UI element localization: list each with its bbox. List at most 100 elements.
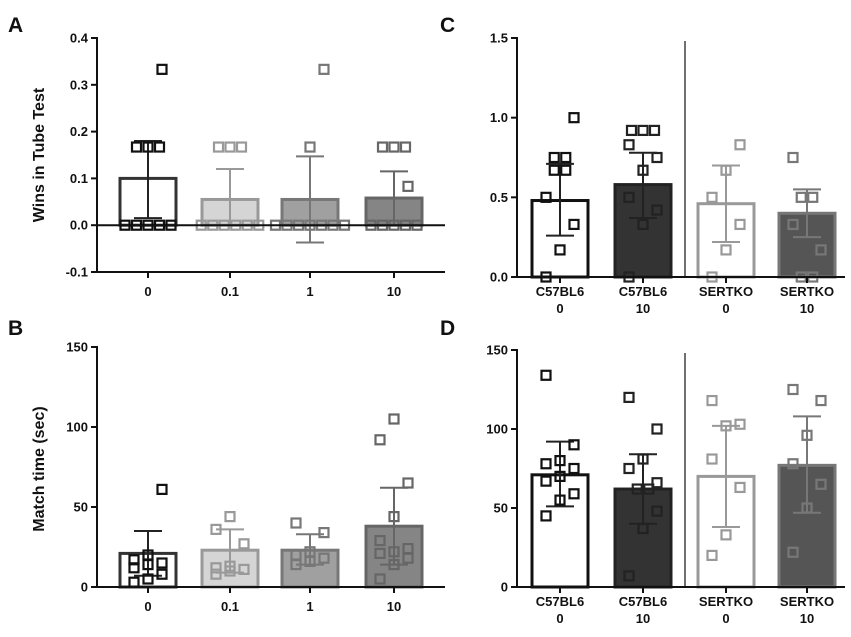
panel-d-data-point <box>815 394 827 407</box>
panel-b-data-point <box>290 549 302 561</box>
panel-d-data-point <box>706 453 718 465</box>
panel-b-data-point <box>142 549 154 561</box>
panel-c-xtick-sublabel: 0 <box>722 301 729 316</box>
panel-d-data-point <box>787 546 799 558</box>
panel-b-data-point <box>388 413 400 425</box>
panel-b-ytick-label: 100 <box>66 420 88 435</box>
panel-b-data-point <box>156 483 168 495</box>
panel-c-ytick-label: 0.5 <box>490 190 508 205</box>
panel-b-data-point <box>374 434 386 446</box>
panel-c-data-point <box>706 191 718 203</box>
panel-d-data-point <box>623 391 635 403</box>
panel-d-data-point <box>815 478 827 490</box>
panel-a-data-point <box>156 63 168 75</box>
panel-d-data-point <box>568 462 580 475</box>
panel-b-data-point <box>318 552 330 564</box>
panel-d-xtick-sublabel: 0 <box>556 611 563 626</box>
panel-c: C 0.0 0.5 1.0 1.5 C57BL6 0 C57BL6 10 SERTKO 0 SERT… <box>440 14 845 316</box>
panel-b-data-point <box>402 477 414 489</box>
panel-c-letter: C <box>440 14 455 37</box>
panel-d-xtick-label: SERTKO <box>699 594 753 609</box>
panel-c-data-point <box>625 124 638 137</box>
panel-d-data-point <box>568 439 580 451</box>
panel-b-data-point <box>210 562 222 574</box>
panel-d-data-point <box>706 394 718 407</box>
panel-b-data-point <box>290 517 302 529</box>
panel-d-xtick-label: C57BL6 <box>619 594 667 609</box>
panel-d-xtick-sublabel: 0 <box>722 611 729 626</box>
panel-c-data-point <box>568 112 580 124</box>
panel-a-ytick-label: 0.4 <box>70 31 89 46</box>
panel-b-data-point <box>374 547 386 560</box>
panel-c-xtick-label: SERTKO <box>699 284 753 299</box>
panel-a-ytick-label: -0.1 <box>66 265 88 280</box>
panel-c-data-point <box>734 139 746 151</box>
panel-b-data-point <box>374 534 386 547</box>
panel-b-data-point <box>210 568 222 580</box>
panel-d-data-point <box>623 462 635 475</box>
panel-d-ytick-label: 100 <box>486 422 508 437</box>
panel-c-xtick-sublabel: 0 <box>556 301 563 316</box>
panel-d-data-point <box>801 429 813 441</box>
panel-d-data-point <box>540 458 552 470</box>
panel-b-ytick-label: 0 <box>81 580 88 595</box>
panel-b-xtick-label: 0 <box>144 599 151 614</box>
panel-a-data-point <box>399 141 412 153</box>
panel-c-data-point <box>637 124 649 137</box>
panel-b-ytick-label: 50 <box>74 500 88 515</box>
panel-b-data-point <box>128 554 140 566</box>
panel-b-ylabel: Match time (sec) <box>31 406 48 531</box>
panel-d-data-point <box>637 453 649 465</box>
panel-b-data-point <box>156 568 168 580</box>
panel-c-data-point <box>637 218 649 231</box>
panel-d-data-point <box>568 488 580 500</box>
panel-d-xtick-sublabel: 10 <box>800 611 814 626</box>
panel-c-data-point <box>787 218 799 231</box>
panel-c-ytick-label: 1.5 <box>490 31 508 46</box>
panel-b-xtick-label: 10 <box>387 599 401 614</box>
panel-d: D 0 50 100 150 C57BL6 0 C57BL6 10 SERTKO 0 SERTKO 1… <box>440 317 845 626</box>
panel-c-data-point <box>795 191 807 203</box>
panel-d-data-point <box>643 483 655 495</box>
panel-d-data-point <box>651 477 663 489</box>
panel-a-ytick-label: 0.3 <box>70 77 88 92</box>
panel-a-xtick-label: 10 <box>387 284 401 299</box>
panel-d-data-point <box>706 549 718 562</box>
panel-a-ytick-label: 0.2 <box>70 124 88 139</box>
panel-b-ytick-label: 150 <box>66 340 88 355</box>
panel-b-data-point <box>388 546 400 558</box>
panel-b-data-point <box>156 557 168 569</box>
panel-d-data-point <box>631 483 643 495</box>
panel-a-xtick-label: 0.1 <box>221 284 239 299</box>
panel-c-data-point <box>815 244 827 256</box>
panel-c-data-point <box>623 191 635 203</box>
panel-d-ytick-label: 150 <box>486 343 508 358</box>
panel-a-data-point <box>318 63 330 75</box>
panel-c-data-point <box>560 164 572 176</box>
panel-c-xtick-label: C57BL6 <box>619 284 667 299</box>
panel-b-data-point <box>304 546 316 558</box>
panel-c-data-point <box>787 151 799 164</box>
panel-d-data-point <box>540 369 552 381</box>
panel-a-data-point <box>224 141 236 153</box>
panel-b-data-point <box>142 573 154 585</box>
panel-a-data-point <box>376 141 389 153</box>
panel-d-data-point <box>540 475 552 487</box>
panel-c-ytick-label: 1.0 <box>490 110 508 125</box>
panel-c-data-point <box>540 191 552 203</box>
panel-b-data-point <box>388 510 400 523</box>
panel-c-data-point <box>651 151 663 164</box>
panel-c-data-point <box>651 204 663 216</box>
panel-c-data-point <box>568 218 580 231</box>
panel-a-ytick-label: 0.0 <box>70 218 88 233</box>
panel-d-data-point <box>801 502 813 514</box>
panel-a-data-point <box>142 141 154 153</box>
panel-a-xtick-label: 1 <box>306 284 313 299</box>
panel-c-data-point <box>637 164 649 176</box>
panel-d-data-point <box>651 423 663 435</box>
panel-d-xtick-sublabel: 10 <box>636 611 650 626</box>
panel-a-letter: A <box>8 14 23 37</box>
panel-b-data-point <box>210 523 222 536</box>
panel-b-data-point <box>318 526 330 539</box>
panel-d-data-point <box>787 458 799 470</box>
